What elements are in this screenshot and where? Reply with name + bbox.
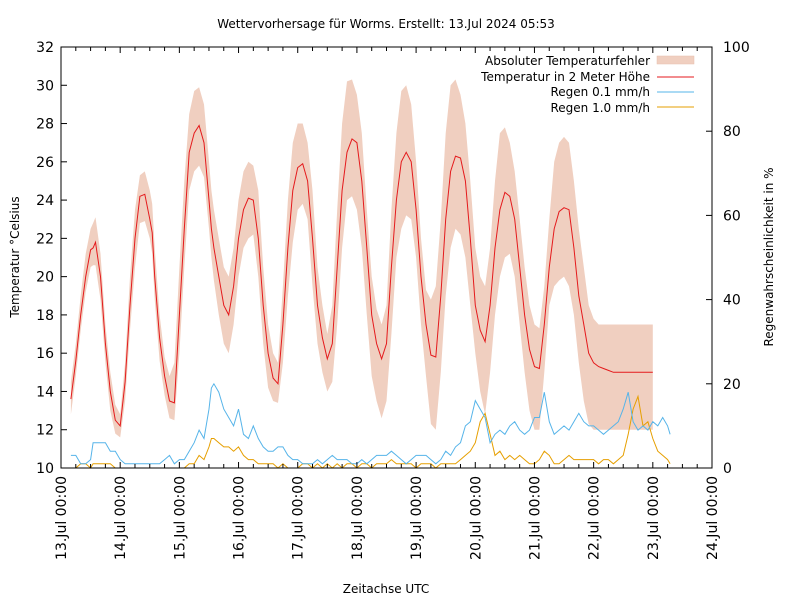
y-tick-label: 26 bbox=[36, 155, 54, 171]
temperature-line bbox=[70, 124, 653, 428]
x-tick-label: 20.Jul 00:00 bbox=[468, 476, 484, 560]
x-tick-label: 13.Jul 00:00 bbox=[54, 476, 70, 560]
y-tick-label: 28 bbox=[36, 117, 54, 133]
x-tick-label: 21.Jul 00:00 bbox=[527, 476, 543, 560]
y-tick-label: 24 bbox=[36, 193, 54, 209]
x-tick-label: 18.Jul 00:00 bbox=[350, 476, 366, 560]
y-tick-label: 16 bbox=[36, 346, 54, 362]
legend: Absoluter Temperaturfehler Temperatur in… bbox=[480, 54, 695, 115]
x-tick-label: 14.Jul 00:00 bbox=[113, 476, 129, 560]
y-tick-label: 30 bbox=[36, 78, 54, 94]
y2-tick-label: 0 bbox=[723, 461, 732, 477]
y-tick-label: 10 bbox=[36, 461, 54, 477]
legend-label-rain-0.1: Regen 0.1 mm/h bbox=[550, 85, 650, 99]
legend-label-temperature: Temperatur in 2 Meter Höhe bbox=[480, 70, 650, 84]
y2-tick-label: 100 bbox=[723, 40, 750, 56]
y-tick-label: 18 bbox=[36, 308, 54, 324]
x-tick-label: 23.Jul 00:00 bbox=[646, 476, 662, 560]
y-tick-label: 12 bbox=[36, 423, 54, 439]
x-tick-label: 24.Jul 00:00 bbox=[705, 476, 721, 560]
x-axis-label: Zeitachse UTC bbox=[343, 582, 429, 596]
y2-tick-label: 80 bbox=[723, 124, 741, 140]
legend-label-error: Absoluter Temperaturfehler bbox=[485, 54, 650, 68]
axis-ticks: 10 12 14 16 18 20 22 24 26 28 30 32 0 20 40 60 80 100 13.J… bbox=[36, 40, 750, 560]
y2-axis-label: Regenwahrscheinlichkeit in % bbox=[762, 167, 776, 346]
chart-title: Wettervorhersage für Worms. Erstellt: 13… bbox=[217, 17, 555, 31]
error-band-area bbox=[70, 79, 653, 438]
x-tick-label: 16.Jul 00:00 bbox=[232, 476, 248, 560]
y-tick-label: 20 bbox=[36, 270, 54, 286]
y2-tick-label: 60 bbox=[723, 208, 741, 224]
x-tick-label: 19.Jul 00:00 bbox=[409, 476, 425, 560]
rain-0.1mm-line bbox=[70, 382, 671, 465]
y-axis-label: Temperatur °Celsius bbox=[8, 196, 22, 318]
legend-label-rain-1.0: Regen 1.0 mm/h bbox=[550, 101, 650, 115]
y-tick-label: 32 bbox=[36, 40, 54, 56]
x-tick-label: 17.Jul 00:00 bbox=[291, 476, 307, 560]
legend-swatch-error bbox=[656, 55, 695, 65]
x-tick-label: 15.Jul 00:00 bbox=[172, 476, 188, 560]
y-tick-label: 14 bbox=[36, 384, 54, 400]
x-tick-label: 22.Jul 00:00 bbox=[587, 476, 603, 560]
y2-tick-label: 20 bbox=[723, 377, 741, 393]
y-tick-label: 22 bbox=[36, 231, 54, 247]
y2-tick-label: 40 bbox=[723, 293, 741, 309]
